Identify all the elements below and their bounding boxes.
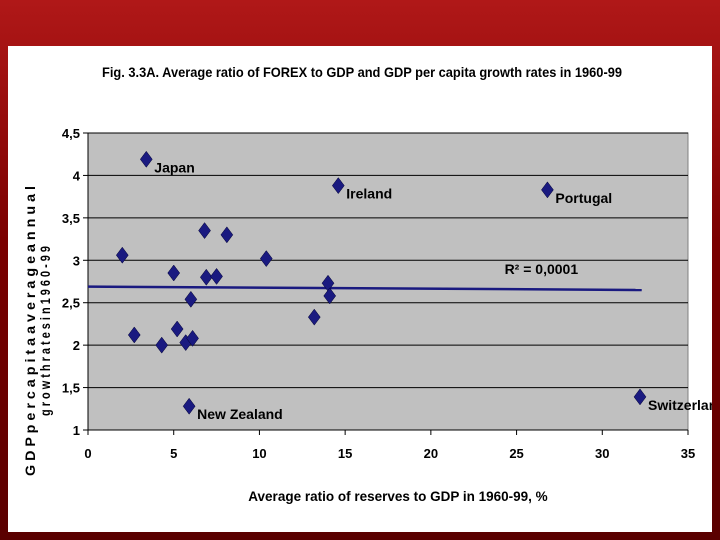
y-tick-label: 3 — [73, 253, 80, 268]
data-point-label: Portugal — [555, 190, 612, 206]
y-tick-label: 1 — [73, 423, 80, 438]
data-points: Japan Ireland Portugal New Zealand Switzerla… — [115, 150, 712, 422]
plot-area — [87, 132, 689, 431]
chart-title: Fig. 3.3A. Average ratio of FOREX to GDP… — [102, 64, 622, 80]
y-tick-label: 4 — [73, 168, 81, 183]
data-point-marker — [307, 308, 321, 326]
data-point-marker — [139, 150, 153, 168]
data-point-label: Ireland — [346, 186, 392, 202]
data-point-marker — [184, 290, 198, 308]
y-tick-label: 2 — [73, 338, 80, 353]
data-point-label: New Zealand — [197, 406, 283, 422]
data-point-marker — [210, 267, 223, 285]
data-point-label: Japan — [154, 159, 194, 175]
data-point-marker — [155, 336, 169, 354]
data-point-marker — [167, 264, 181, 282]
x-tick-label: 0 — [84, 446, 91, 461]
y-tick-label: 4,5 — [62, 126, 80, 141]
data-point-marker — [541, 181, 554, 199]
data-point-marker — [331, 177, 345, 195]
x-tick-label: 15 — [338, 446, 352, 461]
data-point-marker — [323, 287, 337, 305]
x-tick-label: 30 — [595, 446, 609, 461]
x-tick-label: 10 — [252, 446, 266, 461]
data-point-marker — [633, 388, 647, 406]
data-point-marker — [198, 222, 211, 240]
data-point-marker — [220, 226, 234, 244]
slide-frame: Fig. 3.3A. Average ratio of FOREX to GDP… — [8, 46, 712, 532]
y-tick-label: 2,5 — [62, 296, 80, 311]
trendline-group: R² = 0,0001 — [87, 261, 642, 292]
y-axis-label-line-1: G D P p e r c a p i t a a v e r a g e a … — [23, 186, 38, 476]
data-point-marker — [127, 326, 141, 344]
y-tick-label: 1,5 — [62, 381, 80, 396]
data-point-label: Switzerland — [648, 397, 712, 413]
trendline — [87, 285, 642, 292]
scatter-chart: Fig. 3.3A. Average ratio of FOREX to GDP… — [23, 64, 712, 504]
x-axis-label: Average ratio of reserves to GDP in 1960… — [248, 489, 547, 504]
x-tick-label: 35 — [681, 446, 695, 461]
data-point-marker — [186, 329, 199, 347]
data-point-marker — [170, 320, 184, 338]
axes: 1 1,5 2 2,5 3 3,5 4 4,5 0 5 10 15 20 25 30 35 — [62, 126, 695, 461]
r-squared-label: R² = 0,0001 — [505, 261, 579, 277]
data-point-marker — [199, 268, 213, 286]
x-tick-label: 5 — [170, 446, 177, 461]
x-tick-label: 25 — [509, 446, 523, 461]
data-point-marker — [115, 246, 129, 264]
y-axis-label-line-2: g r o w t h r a t e s i n 1 9 6 0 - 9 9 — [38, 246, 53, 416]
data-point-marker — [182, 397, 196, 415]
y-tick-label: 3,5 — [62, 211, 80, 226]
x-tick-label: 20 — [424, 446, 438, 461]
data-point-marker — [259, 250, 273, 268]
